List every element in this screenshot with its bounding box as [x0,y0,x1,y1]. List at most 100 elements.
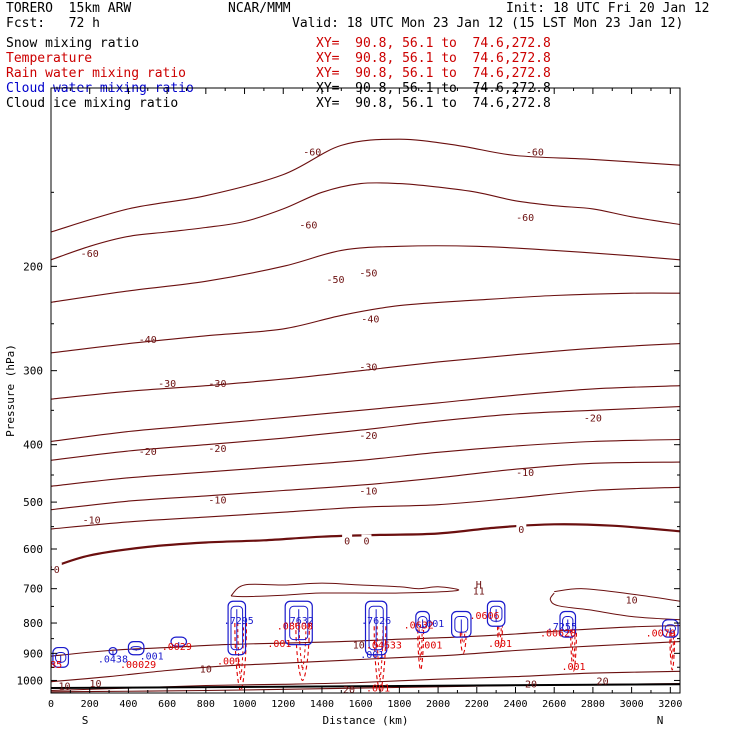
header-valid: Valid: 18 UTC Mon 23 Jan 12 (15 LST Mon … [292,16,684,31]
temperature-contour [51,486,680,530]
cloud-water-contour [559,610,577,638]
x-tick-label: 3000 [620,699,644,710]
contour-label-bg [361,534,372,547]
legend-item-xy: XY= 90.8, 56.1 to 74.6,272.8 [316,96,551,111]
contour-label: -60 [303,148,321,159]
y-tick-label: 300 [23,365,43,378]
contour-label: -40 [361,315,379,326]
x-tick-label: 200 [81,699,99,710]
zero-isotherm-label: 0 [363,536,369,547]
rain-shaft [295,623,310,681]
contour-label: .001 [360,650,384,661]
legend-item-xy: XY= 90.8, 56.1 to 74.6,272.8 [316,66,551,81]
contour-label: .0438 [98,654,128,665]
y-tick-label: 800 [23,617,43,630]
rain-shaft [669,632,676,671]
y-axis-title: Pressure (hPa) [4,344,17,437]
rain-shaft-inner [461,632,466,644]
rain-shaft-inner [376,626,384,681]
rain-shaft-inner [571,629,576,662]
contour-label: 10 [353,641,365,652]
x-tick-label: 800 [197,699,215,710]
temperature-contour [51,343,680,400]
contour-label: .001 [366,684,390,695]
contour-label-bg [342,534,353,547]
contour-label: -60 [299,221,317,232]
contour-label: -20 [208,444,226,455]
contour-label: 10 [626,595,638,606]
cloud-water-contour [227,600,247,656]
x-tick-label: 1000 [232,699,256,710]
contour-label: .001 [420,619,444,630]
contour-label: -60 [516,213,534,224]
legend-item-xy: XY= 90.8, 56.1 to 74.6,272.8 [316,36,551,51]
temperature-contour [51,461,680,511]
contour-label: .001 [488,639,512,650]
legend-item-xy: XY= 90.8, 56.1 to 74.6,272.8 [316,51,551,66]
rain-shaft-inner [298,623,307,671]
cloud-water-contour [451,610,472,638]
legend-item-name: Rain water mixing ratio [6,66,187,81]
contour-label: -20 [359,431,377,442]
temperature-contour [51,245,680,303]
y-tick-label: 500 [23,496,43,509]
contour-label: -10 [208,496,226,507]
x-tick-label: 2600 [542,699,566,710]
header-center: NCAR/MMM [228,1,291,16]
contour-label: .7632 [284,616,314,627]
contour-label: 11 [473,587,485,598]
x-tick-label: 600 [158,699,176,710]
legend-item-name: Temperature [6,51,93,66]
contour-label: .7626 [361,616,391,627]
y-tick-label: 900 [23,647,43,660]
contour-label: -50 [326,275,344,286]
temperature-contour-warm [51,641,680,683]
y-tick-label: 400 [23,439,43,452]
legend-item-name: Cloud ice mixing ratio [6,96,179,111]
contour-label: 10 [200,665,212,676]
x-tick-label: 1800 [387,699,411,710]
contour-label: H [476,580,482,591]
model-name: TORERO [6,1,53,16]
contour-label: -20 [139,447,157,458]
x-tick-label: 2000 [426,699,450,710]
contour-label: 10 [89,679,101,690]
cloud-water-contour [364,600,388,656]
temperature-contour [51,138,680,233]
cloud-water-contour [486,600,506,627]
rain-shaft-inner [418,629,423,661]
contour-label: -30 [208,379,226,390]
contour-label: .00029 [120,660,156,671]
contour-label: .0029 [162,642,192,653]
contour-label: .0079 [646,629,676,640]
contour-label: -30 [359,362,377,373]
contour-label: -60 [526,148,544,159]
y-tick-label: 600 [23,543,43,556]
contour-label: 10 [59,682,71,693]
ground-line [50,683,681,690]
x-tick-label: 2200 [465,699,489,710]
plot-frame [50,87,681,694]
temperature-contour-closed [549,592,680,621]
contour-label: .001 [267,639,291,650]
cloud-water-contour [284,600,313,646]
header-fcst: Fcst: 72 h [6,17,100,31]
contour-label: -50 [359,269,377,280]
rain-shaft [570,629,578,672]
header-model: TORERO 15km ARW [6,2,131,16]
fcst-value: 72 h [68,16,100,31]
x-tick-label: 0 [48,699,54,710]
contour-label: -30 [158,379,176,390]
x-tick-label: 2400 [503,699,527,710]
contour-label: -10 [516,468,534,479]
fcst-label: Fcst: [6,16,46,31]
y-tick-label: 1000 [17,674,44,687]
contour-label: .001 [140,652,164,663]
contour-label: .001 [562,662,586,673]
x-tick-label: 400 [119,699,137,710]
contour-label: .7255 [547,622,577,633]
contour-label: .04633 [366,641,402,652]
temperature-contour [51,182,680,261]
x-tick-label: 3200 [658,699,682,710]
contour-label: -40 [139,335,157,346]
